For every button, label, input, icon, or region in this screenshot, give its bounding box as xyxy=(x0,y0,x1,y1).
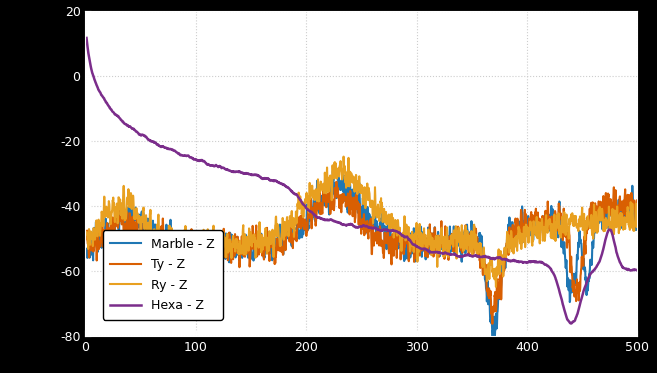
Marble - Z xyxy=(618,226,626,230)
Ty - Z xyxy=(83,236,91,241)
Ty - Z xyxy=(517,215,525,219)
Ry - Z xyxy=(633,216,641,220)
Ty - Z xyxy=(336,197,344,201)
Line: Ty - Z: Ty - Z xyxy=(87,182,637,324)
Ry - Z xyxy=(351,189,359,194)
Marble - Z xyxy=(329,169,337,173)
Ty - Z xyxy=(618,199,626,204)
Ry - Z xyxy=(340,154,348,159)
Marble - Z xyxy=(633,201,641,206)
Line: Marble - Z: Marble - Z xyxy=(87,171,637,340)
Line: Hexa - Z: Hexa - Z xyxy=(87,38,637,323)
Ty - Z xyxy=(633,200,641,204)
Ry - Z xyxy=(336,164,344,168)
Ty - Z xyxy=(618,200,625,204)
Hexa - Z xyxy=(568,321,576,326)
Ry - Z xyxy=(517,231,525,236)
Ty - Z xyxy=(488,322,496,326)
Marble - Z xyxy=(491,338,499,342)
Marble - Z xyxy=(336,181,344,186)
Hexa - Z xyxy=(110,112,118,116)
Marble - Z xyxy=(351,188,359,193)
Ty - Z xyxy=(351,210,359,215)
Hexa - Z xyxy=(336,220,344,225)
Ty - Z xyxy=(332,179,340,184)
Ry - Z xyxy=(110,216,118,220)
Hexa - Z xyxy=(618,263,625,267)
Hexa - Z xyxy=(633,268,641,272)
Hexa - Z xyxy=(83,36,91,40)
Hexa - Z xyxy=(618,263,625,268)
Marble - Z xyxy=(83,247,91,251)
Ry - Z xyxy=(492,285,500,289)
Line: Ry - Z: Ry - Z xyxy=(87,157,637,287)
Ty - Z xyxy=(110,219,118,223)
Marble - Z xyxy=(110,225,118,229)
Marble - Z xyxy=(517,233,525,237)
Hexa - Z xyxy=(350,224,358,229)
Ry - Z xyxy=(618,211,625,216)
Hexa - Z xyxy=(516,260,524,264)
Ry - Z xyxy=(618,215,626,220)
Legend: Marble - Z, Ty - Z, Ry - Z, Hexa - Z: Marble - Z, Ty - Z, Ry - Z, Hexa - Z xyxy=(102,230,223,320)
Marble - Z xyxy=(618,219,625,223)
Ry - Z xyxy=(83,230,91,234)
